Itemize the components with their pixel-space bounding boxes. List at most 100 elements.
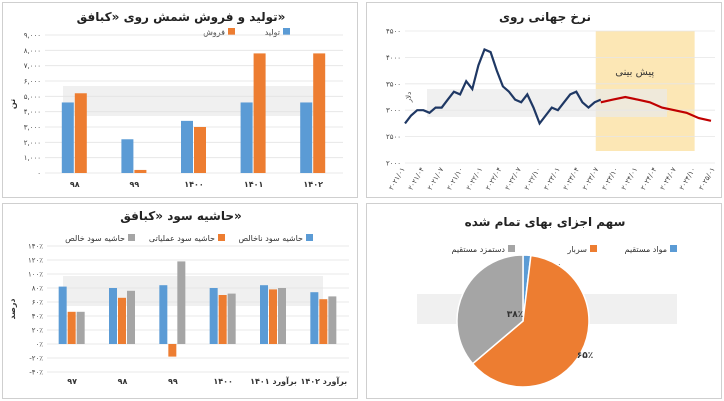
category-label: ۹۸: [118, 377, 128, 386]
x-tick-label: ۲۰۲۱/۰۴: [407, 166, 427, 192]
y-tick-label: ۴,۰۰۰: [24, 108, 41, 116]
x-tick-label: ۲۰۲۳/۰۴: [562, 166, 582, 192]
bar: [194, 127, 206, 173]
x-tick-label: ۲۰۲۳/۰۷: [581, 166, 601, 192]
x-tick-label: ۲۰۲۴/۱۰: [678, 166, 697, 192]
legend-swatch: [508, 245, 515, 252]
legend-swatch: [128, 234, 135, 241]
y-tick-label: ۱۴۰٪: [28, 243, 43, 251]
forecast-label: پیش بینی: [615, 67, 654, 78]
bar: [168, 344, 177, 357]
legend-swatch: [228, 28, 235, 35]
pie-slice: [471, 254, 590, 388]
bar: [127, 290, 135, 344]
profit-margin-chart: حاشیه سود «کبافق» حاشیه سود ناخالص حاشیه س…: [8, 209, 349, 386]
y-tick-label: ۹,۰۰۰: [24, 32, 41, 40]
bar: [328, 296, 337, 344]
x-tick-label: ۲۰۲۱/۱۰: [445, 166, 464, 192]
y-tick-label: ۰٪: [35, 341, 43, 349]
bar: [159, 285, 168, 344]
y-tick-label: ۶,۰۰۰: [24, 78, 41, 86]
chart-title: تولید و فروش شمش روی «کبافق»: [77, 10, 286, 25]
category-label: ۹۹: [168, 377, 178, 386]
y-tick-label: ۴۰۰۰: [386, 54, 401, 62]
bar: [118, 297, 126, 344]
profit-margin-panel: حاشیه سود «کبافق» حاشیه سود ناخالص حاشیه س…: [2, 203, 358, 399]
y-tick-label: ۲۵۰۰: [386, 133, 401, 141]
bar: [181, 120, 193, 173]
bar: [227, 293, 236, 344]
bar: [240, 102, 253, 173]
y-tick-label: ۲,۰۰۰: [24, 139, 41, 147]
category-label: ۹۸: [70, 180, 80, 189]
y-axis-label: تن: [8, 99, 17, 109]
cost-share-panel: سهم اجزای بهای تمام شده مواد مستقیم سربار د…: [366, 203, 722, 399]
legend-label: سربار: [566, 245, 587, 254]
actual-price-line: [404, 48, 602, 126]
category-label: ۹۷: [67, 377, 77, 386]
x-tick-label: ۲۰۲۴/۰۱: [620, 166, 639, 192]
bar: [109, 288, 117, 344]
category-label: ۱۴۰۰: [213, 377, 233, 386]
y-tick-label: ۸,۰۰۰: [24, 47, 41, 55]
y-axis-label: درصد: [8, 298, 17, 319]
legend-swatch: [283, 28, 290, 35]
bar: [278, 288, 286, 344]
y-tick-label: ۲۰٪: [32, 327, 44, 335]
legend-label: حاشیه سود خالص: [65, 234, 125, 243]
bar: [134, 169, 147, 173]
production-sales-panel: تولید و فروش شمش روی «کبافق» تولید فروش ۰ ۱,…: [2, 2, 358, 198]
x-tick-label: ۲۰۲۴/۰۴: [639, 166, 659, 192]
bar: [67, 311, 76, 344]
category-label: ۱۴۰۱: [244, 180, 264, 189]
category-label: ۹۹: [130, 180, 140, 189]
zinc-price-chart: نرخ جهانی روی پیش بینی ۲۰۰۰ ۲۵۰۰ ۳۰۰۰ ۳۵۰۰ ۴۰۰…: [386, 10, 717, 192]
x-tick-label: ۲۰۲۲/۰۷: [504, 166, 524, 192]
y-tick-label: ۶۰٪: [32, 299, 44, 307]
x-tick-label: ۲۰۲۲/۰۱: [465, 166, 484, 192]
bar: [269, 289, 277, 344]
bar: [310, 292, 319, 344]
bar: [121, 139, 134, 173]
y-tick-label: ۲۰۰۰: [386, 160, 401, 168]
category-label: ۱۴۰۰: [184, 180, 204, 189]
watermark-band: [63, 86, 323, 116]
bar: [300, 102, 313, 173]
bar: [253, 53, 266, 173]
category-label: برآورد ۱۴۰۲: [300, 376, 347, 386]
y-tick-label: ۳۰۰۰: [386, 107, 401, 115]
x-tick-label: ۲۰۲۴/۰۷: [659, 166, 679, 192]
x-tick-label: ۲۰۲۲/۰۴: [484, 166, 504, 192]
y-tick-label: ۱۲۰٪: [28, 257, 43, 265]
bar: [74, 93, 87, 173]
bar: [61, 102, 74, 173]
legend-label: حاشیه سود ناخالص: [238, 234, 303, 243]
y-tick-label: ۳۵۰۰: [386, 80, 401, 88]
pie-value-label: ۳۸٪: [507, 310, 523, 320]
y-tick-label: -۴۰٪: [29, 369, 43, 377]
legend-label: فروش: [203, 28, 225, 37]
chart-title: سهم اجزای بهای تمام شده: [465, 215, 626, 230]
legend-label: مواد مستقیم: [625, 245, 667, 254]
production-sales-chart: تولید و فروش شمش روی «کبافق» تولید فروش ۰ ۱,…: [8, 10, 343, 189]
x-tick-label: ۲۰۲۲/۱۰: [523, 166, 542, 192]
bar: [209, 288, 218, 344]
bar: [260, 285, 268, 344]
y-tick-label: ۳,۰۰۰: [24, 124, 41, 132]
legend-label: دستمزد مستقیم: [452, 245, 506, 254]
cost-share-chart: سهم اجزای بهای تمام شده مواد مستقیم سربار د…: [417, 215, 677, 388]
pie-slice: [456, 254, 524, 365]
pie-value-label: ۶۵٪: [577, 351, 593, 361]
chart-title: حاشیه سود «کبافق»: [120, 209, 242, 224]
y-tick-label: ۸۰٪: [32, 285, 44, 293]
x-tick-label: ۲۰۲۳/۱۰: [600, 166, 619, 192]
legend-swatch: [306, 234, 313, 241]
bar: [313, 53, 326, 173]
category-label: ۱۴۰۲: [303, 180, 323, 189]
y-tick-label: ۰: [37, 170, 41, 178]
x-tick-label: ۲۰۲۵/۰۱: [697, 166, 716, 192]
legend-label: حاشیه سود عملیاتی: [149, 234, 215, 243]
y-tick-label: ۱,۰۰۰: [24, 154, 41, 162]
bar: [76, 311, 85, 344]
bar: [319, 299, 328, 344]
